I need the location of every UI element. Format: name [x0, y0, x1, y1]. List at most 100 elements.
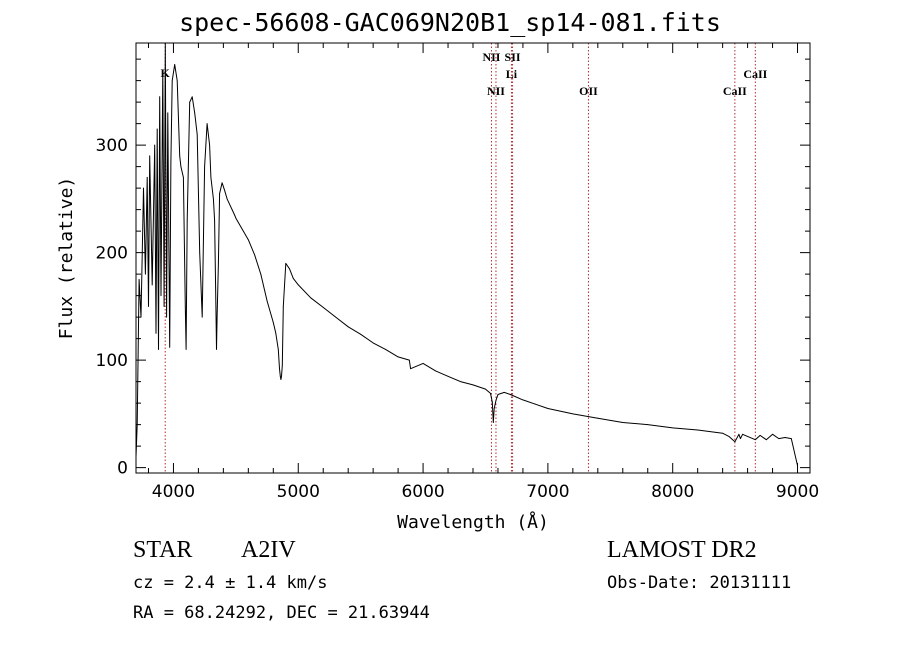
spectrum-point [360, 333, 362, 335]
spectrum-point [145, 273, 146, 275]
spectrum-point [224, 189, 226, 191]
spectrum-point [155, 332, 157, 334]
spectrum-point [215, 306, 217, 307]
line-marker-label: NII [482, 50, 500, 64]
spectrum-point [234, 214, 236, 216]
survey-label: LAMOST DR2 [607, 537, 757, 563]
spectrum-point [167, 112, 169, 114]
redshift-text: cz = 2.4 ± 1.4 km/s [133, 573, 328, 593]
spectrum-point [742, 433, 743, 435]
line-marker-label: Li [506, 67, 518, 81]
spectrum-point [146, 177, 148, 178]
spectrum-point [163, 306, 165, 307]
spectrum-point [772, 433, 773, 435]
spectrum-point [218, 263, 219, 264]
spectrum-point [794, 454, 796, 456]
x-tick-label: 8000 [651, 482, 694, 502]
spectrum-point [347, 326, 349, 328]
x-tick-label: 4000 [152, 482, 195, 502]
spectrum-point [335, 316, 337, 318]
spectrum-point [492, 422, 494, 423]
spectrum-point [149, 155, 151, 157]
labels-group: 4000 5000 6000 7000 8000 9000 0 100 200 300 Wavele… [56, 50, 819, 533]
spectrum-point [322, 307, 324, 308]
spectrum-point [247, 239, 249, 241]
spectrum-point [154, 144, 156, 146]
spectrum-point [397, 356, 399, 358]
spectrum-point [408, 359, 410, 361]
spectrum-point [199, 252, 201, 254]
y-tick-label: 300 [96, 136, 128, 156]
y-tick-label: 100 [96, 351, 128, 371]
spectrum-point [194, 112, 196, 114]
spectrum-point [281, 375, 282, 377]
spectrum-point [226, 198, 228, 200]
spectrum-point [460, 381, 461, 382]
spectrum-point [219, 193, 221, 194]
spectrum-point [260, 273, 262, 275]
spectrum-point [196, 134, 198, 135]
spectrum-point [281, 365, 283, 366]
plot-frame [135, 42, 811, 474]
spectrum-line [135, 42, 798, 466]
observation-date-text: Obs-Date: 20131111 [607, 573, 792, 593]
line-marker-label: OII [579, 84, 598, 98]
spectrum-point [214, 220, 216, 221]
spectrum-point [186, 220, 188, 221]
object-type-label: STAR [133, 537, 193, 563]
spectrum-point [738, 433, 740, 435]
spectrum-point [277, 349, 279, 350]
x-tick-label: 5000 [277, 482, 320, 502]
spectrum-point [728, 436, 730, 437]
spectrum-point [485, 388, 486, 390]
spectrum-point [191, 96, 193, 98]
spectrum-point [179, 155, 181, 157]
y-tick-label: 200 [96, 244, 128, 264]
spectrum-point [201, 316, 203, 318]
spectrum-point [180, 166, 182, 168]
line-marker-label: CaII [723, 84, 747, 98]
line-marker-label: CaII [743, 67, 767, 81]
spectrum-point [171, 80, 173, 81]
spectrum-point [156, 128, 158, 130]
spectrum-point [422, 363, 424, 364]
x-tick-label: 6000 [401, 482, 444, 502]
line-marker-label: K [161, 66, 171, 80]
spectrum-point [159, 96, 161, 98]
spectrum-point [647, 424, 649, 425]
chart-title: spec-56608-GAC069N20B1_sp14-081.fits [179, 8, 721, 37]
x-axis-label: Wavelength (Å) [397, 511, 549, 533]
spectrum-point [778, 438, 780, 439]
spectrum-point [266, 300, 268, 302]
spectrum-point [672, 427, 674, 429]
spectrum-point [289, 268, 290, 270]
spectrum-point [272, 322, 274, 323]
line-marker-label: SII [505, 50, 521, 64]
spectrum-point [490, 393, 491, 394]
line-marker-label: NII [487, 84, 505, 98]
spectrum-point [747, 436, 748, 437]
spectrum-point [206, 123, 208, 124]
spectrum-point [535, 403, 536, 405]
spectrum-point [510, 394, 511, 395]
spectrum-point [162, 69, 164, 71]
spectrum-point [697, 429, 699, 431]
spectrum-point [292, 278, 294, 279]
spectrum-point [297, 284, 299, 286]
spectrum-point [210, 177, 212, 178]
spectrum-point [229, 203, 231, 205]
spectrum-point [491, 401, 493, 403]
spectrum-point [143, 187, 144, 189]
spectrum-point [170, 160, 172, 162]
spectrum-point [216, 316, 218, 318]
spectrum-point [447, 375, 449, 377]
y-axis-label: Flux (relative) [56, 177, 77, 340]
spectrum-point [765, 439, 767, 441]
spectrum-point [174, 64, 176, 65]
spectrum-point [722, 432, 723, 434]
spectrum-point [597, 417, 599, 419]
spectrum-point [279, 375, 281, 377]
x-tick-label: 7000 [526, 482, 569, 502]
spectrum-point [279, 368, 280, 370]
